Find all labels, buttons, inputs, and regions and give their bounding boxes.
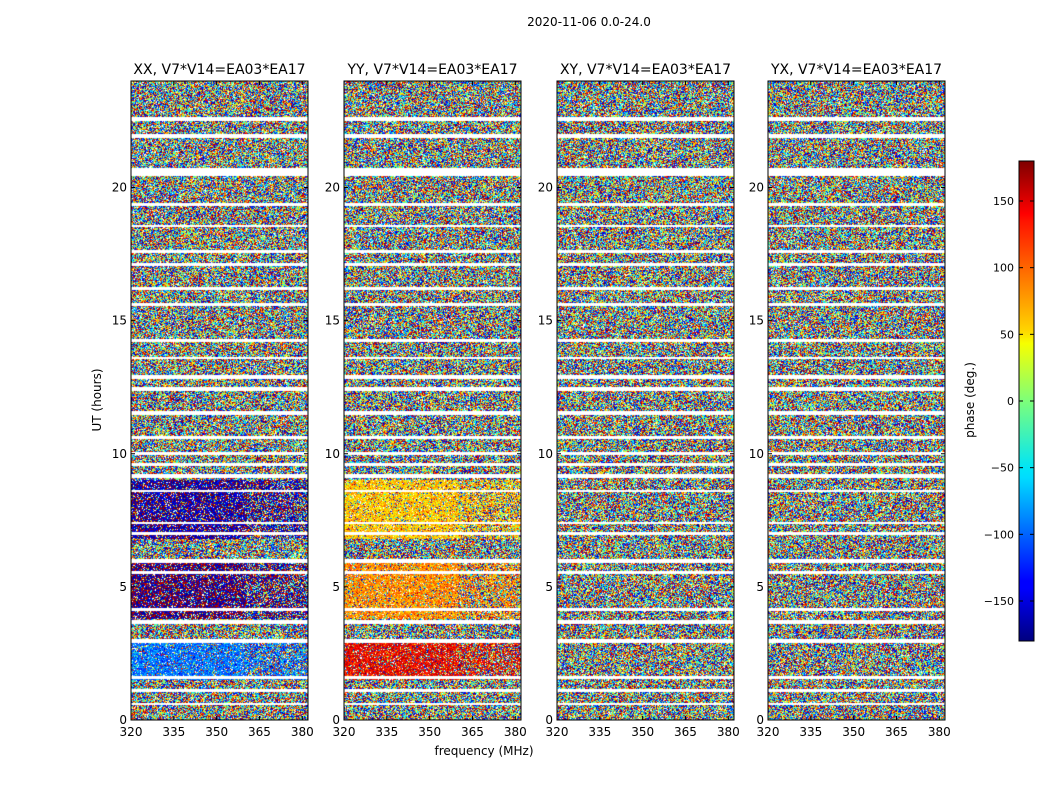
colorbar-tick-label: −150	[984, 595, 1014, 608]
x-axis-label: frequency (MHz)	[434, 744, 533, 758]
y-tick-label: 20	[538, 181, 553, 195]
colorbar: −150 −100 −50 0 50 100 150 phase (deg.)	[963, 160, 1035, 642]
heatmap-panel: YX, V7*V14=EA03*EA17 320 335 350 365 380 0 5 10 1…	[749, 62, 951, 739]
phase-heatmap-image	[344, 81, 521, 720]
colorbar-tick-label: 0	[1007, 395, 1014, 408]
y-tick-label: 0	[119, 713, 127, 727]
y-tick-label: 5	[119, 580, 127, 594]
y-tick-label: 15	[749, 314, 764, 328]
panel-frame	[130, 80, 309, 721]
x-tick-label: 365	[674, 725, 697, 739]
colorbar-tick-label: 100	[993, 262, 1014, 275]
y-axis-label: UT (hours)	[90, 368, 104, 431]
x-tick-label: 380	[717, 725, 740, 739]
y-tick-label: 20	[112, 181, 127, 195]
phase-heatmap-image	[557, 81, 734, 720]
panel-title: YX, V7*V14=EA03*EA17	[770, 62, 942, 78]
y-tick-label: 5	[756, 580, 764, 594]
x-tick-label: 320	[757, 725, 780, 739]
panel-title: XX, V7*V14=EA03*EA17	[133, 62, 305, 78]
figure-suptitle: 2020-11-06 0.0-24.0	[527, 15, 651, 29]
x-tick-label: 380	[504, 725, 527, 739]
x-tick-label: 350	[842, 725, 865, 739]
heatmap-panel: XX, V7*V14=EA03*EA17 320 335 350 365 380 0 5 10 1…	[112, 62, 314, 739]
x-tick-label: 335	[375, 725, 398, 739]
colorbar-tick-label: −50	[991, 462, 1014, 475]
x-tick-label: 350	[631, 725, 654, 739]
x-tick-label: 365	[885, 725, 908, 739]
y-tick-label: 15	[325, 314, 340, 328]
y-tick-label: 15	[538, 314, 553, 328]
x-tick-label: 335	[588, 725, 611, 739]
y-tick-label: 10	[749, 447, 764, 461]
y-tick-label: 10	[112, 447, 127, 461]
x-tick-label: 320	[333, 725, 356, 739]
x-tick-label: 380	[291, 725, 314, 739]
x-tick-label: 320	[120, 725, 143, 739]
panels-group: XX, V7*V14=EA03*EA17 320 335 350 365 380 0 5 10 1…	[112, 62, 951, 739]
y-tick-label: 15	[112, 314, 127, 328]
colorbar-tick-label: −100	[984, 528, 1014, 541]
x-tick-label: 335	[162, 725, 185, 739]
colorbar-tick-label: 150	[993, 195, 1014, 208]
x-tick-label: 350	[205, 725, 228, 739]
x-tick-label: 380	[928, 725, 951, 739]
y-tick-label: 20	[325, 181, 340, 195]
colorbar-tick-label: 50	[1000, 328, 1014, 341]
panel-frame	[556, 80, 735, 721]
heatmap-panel: YY, V7*V14=EA03*EA17 320 335 350 365 380 0 5 10 1…	[325, 62, 527, 739]
x-tick-label: 365	[461, 725, 484, 739]
y-tick-label: 20	[749, 181, 764, 195]
heatmap-panel: XY, V7*V14=EA03*EA17 320 335 350 365 380 0 5 10 1…	[538, 62, 740, 739]
x-tick-label: 365	[248, 725, 271, 739]
panel-title: YY, V7*V14=EA03*EA17	[346, 62, 517, 78]
phase-heatmap-image	[131, 81, 308, 720]
y-tick-label: 10	[538, 447, 553, 461]
x-tick-label: 320	[546, 725, 569, 739]
y-tick-label: 0	[756, 713, 764, 727]
panel-frame	[767, 80, 946, 721]
y-tick-label: 0	[332, 713, 340, 727]
colorbar-ticks: −150 −100 −50 0 50 100 150	[984, 195, 1034, 608]
y-tick-label: 5	[545, 580, 553, 594]
panel-frame	[343, 80, 522, 721]
y-tick-label: 10	[325, 447, 340, 461]
phase-heatmap-image	[768, 81, 945, 720]
panel-title: XY, V7*V14=EA03*EA17	[560, 62, 731, 78]
x-tick-label: 335	[799, 725, 822, 739]
y-tick-label: 0	[545, 713, 553, 727]
colorbar-label: phase (deg.)	[963, 362, 977, 438]
y-tick-label: 5	[332, 580, 340, 594]
x-tick-label: 350	[418, 725, 441, 739]
